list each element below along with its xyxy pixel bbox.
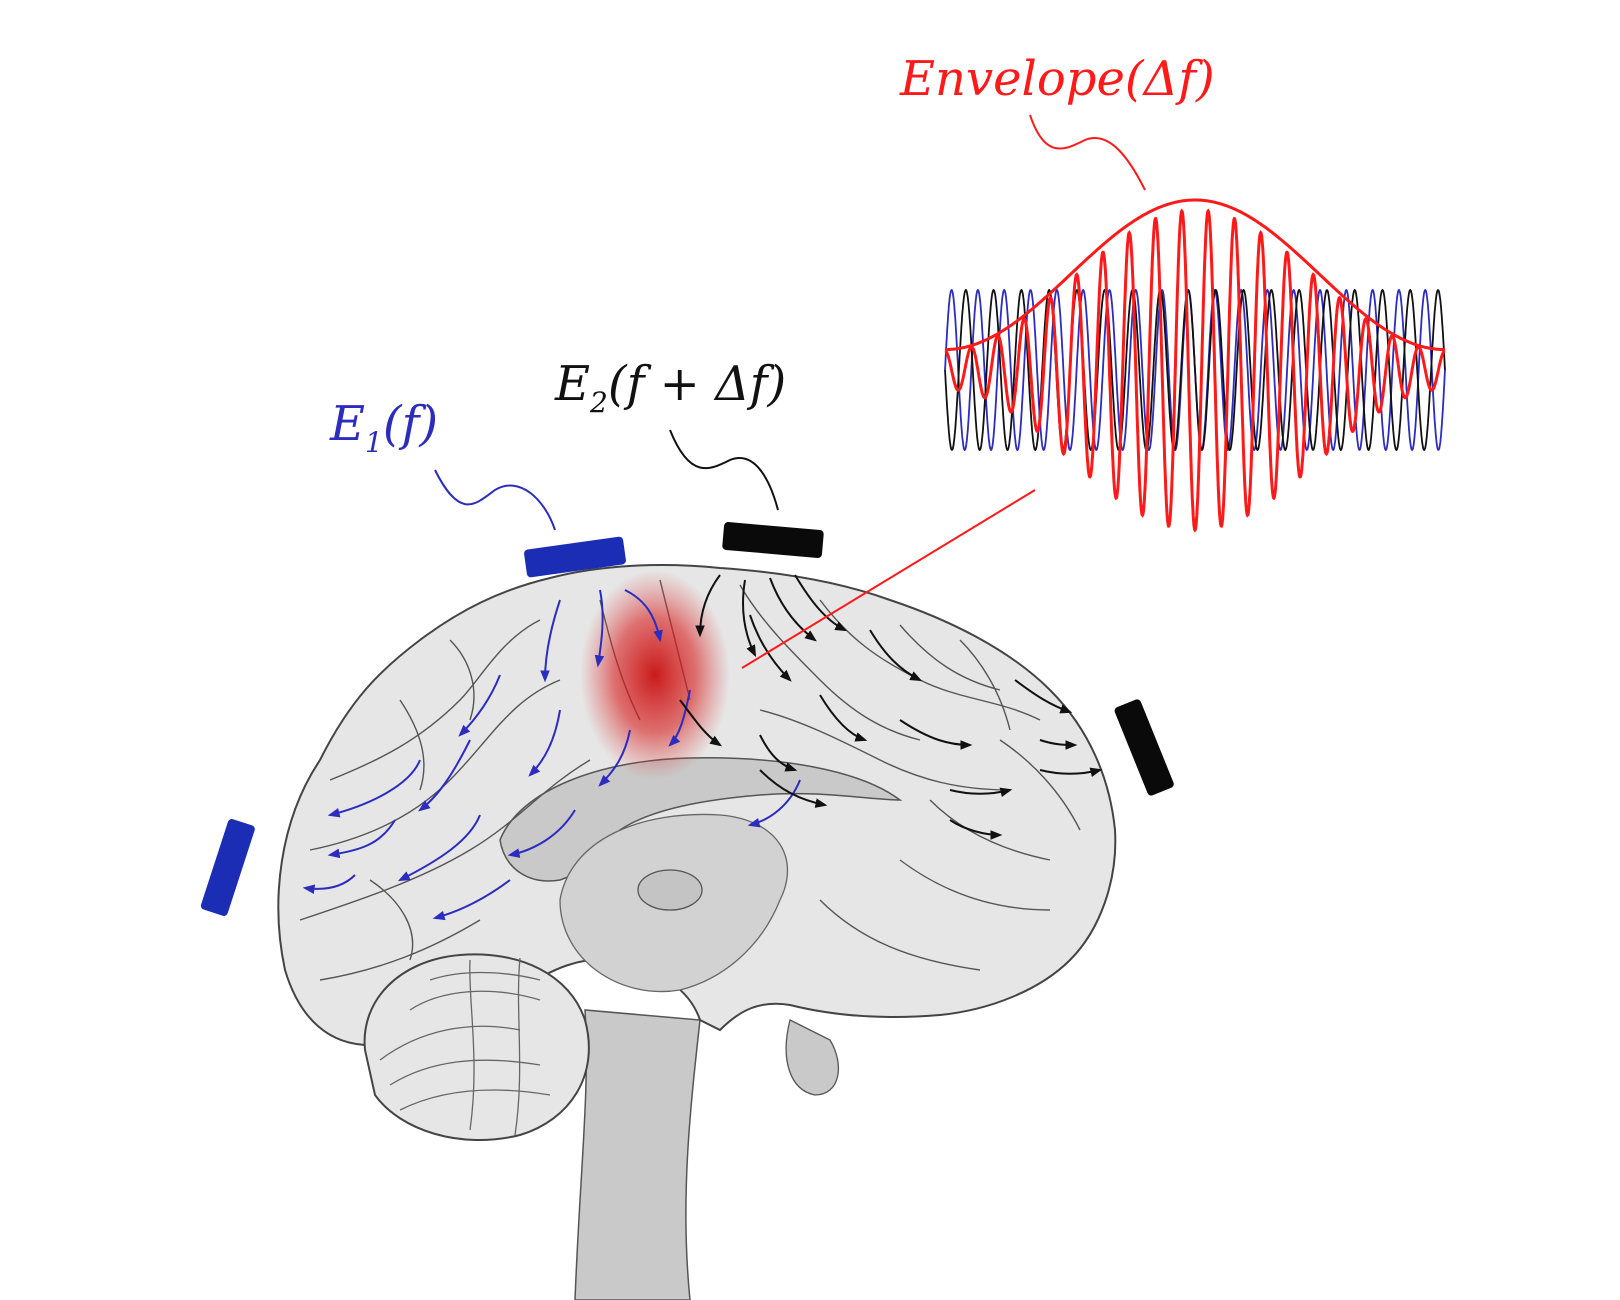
electrode-black-top	[722, 522, 824, 558]
e2-label-group: E2(f + Δf)	[554, 356, 786, 511]
brainstem	[574, 1009, 701, 1300]
envelope-label-text: Envelope	[899, 51, 1125, 107]
wave-e2-black	[944, 288, 1446, 452]
electrode-black-right	[1114, 699, 1174, 796]
hotspot-connector-line	[741, 489, 1036, 669]
pituitary	[785, 1019, 840, 1096]
e1-leader	[434, 469, 556, 531]
electrode-pad-icon	[200, 522, 1174, 916]
midbrain-nucleus	[637, 869, 703, 911]
cerebrum-outline	[277, 564, 1117, 1047]
svg-text:Envelope(Δf): Envelope(Δf)	[899, 51, 1215, 107]
cerebellum-folia	[379, 957, 551, 1136]
svg-text:E2(f + Δf): E2(f + Δf)	[554, 356, 786, 419]
e1-label-arg: (f)	[383, 396, 438, 452]
e1-field-arrows	[302, 589, 801, 921]
e2-label-base: E	[554, 356, 590, 412]
e2-label-arg: (f + Δf)	[608, 356, 786, 412]
brain-sagittal-icon	[277, 564, 1117, 1300]
wave-sum-red	[944, 208, 1446, 533]
e2-leader	[669, 429, 779, 511]
electrode-blue-top	[524, 536, 626, 578]
envelope-leader	[1029, 114, 1146, 191]
e1-label-sub: 1	[365, 426, 383, 459]
envelope-label-arg: (Δf)	[1125, 51, 1215, 107]
envelope-label-group: Envelope(Δf)	[899, 51, 1215, 191]
cerebellum	[363, 953, 590, 1142]
stimulation-hotspot	[580, 570, 730, 780]
e1-label-group: E1(f)	[329, 396, 556, 531]
wave-envelope-red	[945, 198, 1445, 352]
e1-label-base: E	[329, 396, 365, 452]
waveform-panel	[944, 198, 1446, 533]
electrode-blue-left	[200, 819, 255, 916]
e2-field-arrows	[679, 574, 1103, 840]
e2-label-sub: 2	[589, 386, 608, 419]
svg-text:E1(f): E1(f)	[329, 396, 438, 459]
